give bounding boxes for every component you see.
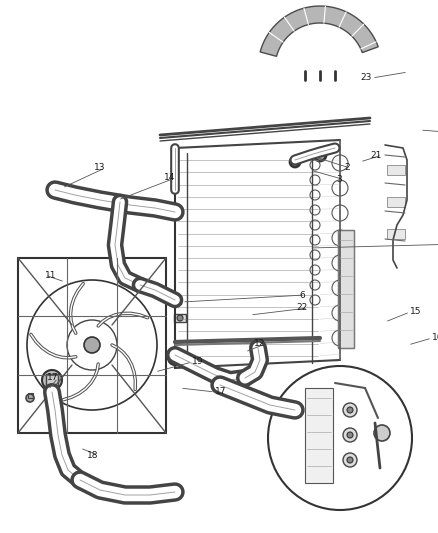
Text: 22: 22 — [297, 303, 308, 312]
Bar — [112, 488, 118, 494]
Bar — [338, 230, 354, 348]
Text: 19: 19 — [192, 358, 204, 367]
Circle shape — [343, 428, 357, 442]
Text: 17: 17 — [46, 374, 58, 383]
Bar — [28, 393, 33, 398]
Circle shape — [84, 337, 100, 353]
Circle shape — [343, 403, 357, 417]
Bar — [387, 229, 405, 239]
Bar — [305, 388, 333, 483]
Bar — [387, 197, 405, 207]
Bar — [338, 230, 354, 348]
Text: 15: 15 — [410, 308, 421, 317]
Text: 6: 6 — [299, 290, 305, 300]
Circle shape — [343, 453, 357, 467]
Circle shape — [290, 157, 300, 167]
Text: 3: 3 — [336, 174, 342, 183]
Circle shape — [288, 403, 302, 417]
Circle shape — [347, 407, 353, 413]
Text: 2: 2 — [344, 164, 350, 173]
Text: 14: 14 — [164, 174, 175, 182]
Circle shape — [168, 351, 182, 365]
Text: 11: 11 — [45, 271, 57, 279]
Circle shape — [347, 457, 353, 463]
Text: 18: 18 — [86, 450, 98, 459]
Bar — [174, 314, 186, 322]
Text: 16: 16 — [432, 334, 438, 343]
Text: 17: 17 — [215, 387, 226, 397]
Text: 13: 13 — [93, 164, 105, 173]
Circle shape — [167, 484, 183, 500]
Text: 23: 23 — [360, 74, 372, 83]
Circle shape — [26, 394, 34, 402]
Bar — [18, 258, 166, 433]
Circle shape — [347, 432, 353, 438]
Circle shape — [177, 315, 183, 321]
Bar — [387, 165, 405, 175]
Circle shape — [110, 488, 120, 498]
Circle shape — [314, 149, 326, 161]
Polygon shape — [260, 6, 378, 56]
Circle shape — [42, 370, 62, 390]
Circle shape — [268, 366, 412, 510]
Circle shape — [47, 182, 63, 198]
Circle shape — [172, 297, 178, 303]
Bar — [46, 374, 58, 386]
Text: 12: 12 — [254, 340, 265, 349]
Bar — [169, 296, 181, 304]
Circle shape — [169, 206, 181, 218]
Text: 21: 21 — [371, 150, 382, 159]
Circle shape — [374, 425, 390, 441]
